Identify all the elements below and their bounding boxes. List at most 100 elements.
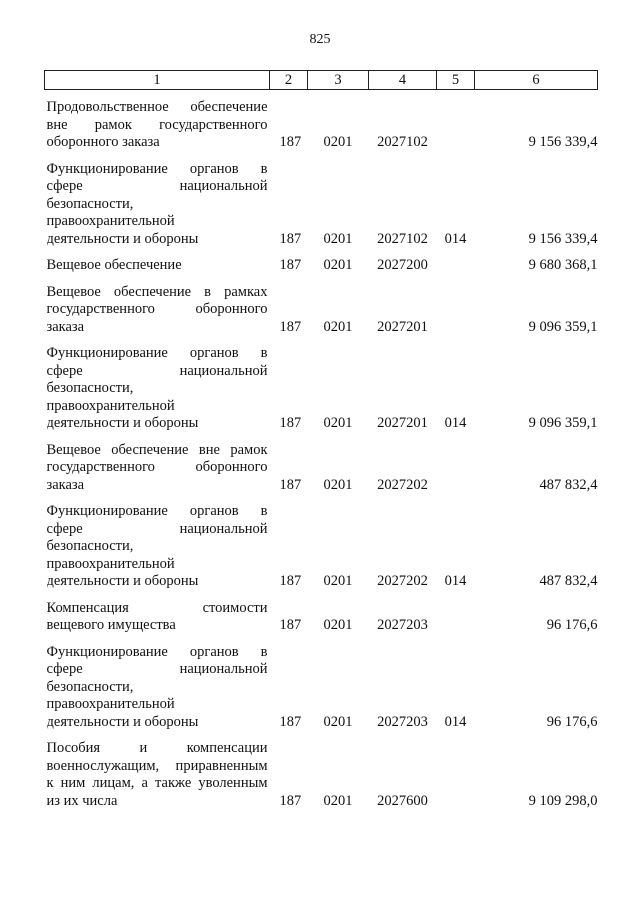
- header-cell-2: 2: [269, 70, 308, 90]
- row-col6: 9 096 359,1: [528, 415, 598, 431]
- row-col4: 2027102: [377, 134, 428, 150]
- row-col4: 2027600: [377, 792, 428, 809]
- description-line: сфере национальной: [46, 661, 268, 677]
- row-col3: 0201: [323, 134, 353, 150]
- row-col3: 0201: [323, 257, 353, 273]
- header-cell-1: 1: [44, 70, 270, 90]
- row-col6: 9 096 359,1: [528, 318, 598, 335]
- row-col3: 0201: [323, 476, 353, 493]
- description-line: деятельности и обороны: [46, 573, 199, 589]
- description-line: Вещевое обеспечение: [46, 257, 182, 273]
- table-row: Функционирование органов в сфере национал…: [45, 635, 598, 732]
- row-col5: [437, 275, 475, 337]
- table-row: Вещевое обеспечение вне рамок государстве…: [45, 433, 598, 495]
- description-line: вещевого имущества: [46, 617, 176, 633]
- table-body: Продовольственное обеспечение вне рамок г…: [45, 90, 598, 811]
- description-line: оборонного заказа: [46, 134, 160, 150]
- description-line: заказа: [46, 318, 85, 335]
- description-line: безопасности,: [46, 380, 134, 396]
- row-col3: 0201: [323, 713, 353, 730]
- row-col5: [437, 433, 475, 495]
- row-col4: 2027203: [377, 617, 428, 633]
- description-line: к ним лицам, а также уволенным: [46, 775, 268, 791]
- row-col5: [437, 731, 475, 810]
- description-line: государственного оборонного: [46, 459, 268, 475]
- row-col3: 0201: [323, 617, 353, 633]
- description-line: Вещевое обеспечение в рамках: [46, 283, 268, 300]
- row-col6: 9 109 298,0: [528, 792, 598, 809]
- description-line: Вещевое обеспечение вне рамок: [46, 441, 268, 458]
- row-col2: 187: [279, 230, 302, 247]
- description-line: сфере национальной: [46, 520, 268, 537]
- row-col4: 2027201: [377, 318, 428, 335]
- header-row: 1 2 3 4 5 6: [44, 70, 598, 90]
- row-col5: 014: [444, 415, 467, 431]
- row-description: Вещевое обеспечение вне рамок государстве…: [45, 433, 270, 495]
- description-line: правоохранительной: [46, 397, 175, 414]
- row-col4: 2027201: [377, 415, 428, 431]
- row-col5: 014: [444, 573, 467, 589]
- description-line: правоохранительной: [46, 555, 175, 572]
- table-row: Функционирование органов в сфере национал…: [45, 152, 598, 249]
- header-cell-4: 4: [368, 70, 437, 90]
- row-col3: 0201: [323, 792, 353, 809]
- row-col6: 487 832,4: [539, 573, 598, 589]
- description-line: деятельности и обороны: [46, 713, 199, 730]
- row-col6: 96 176,6: [546, 617, 598, 633]
- row-col6: 9 156 339,4: [528, 134, 598, 150]
- header-cell-5: 5: [436, 70, 475, 90]
- description-line: правоохранительной: [46, 696, 175, 712]
- description-line: деятельности и обороны: [46, 415, 199, 431]
- row-col4: 2027200: [377, 257, 428, 273]
- description-line: сфере национальной: [46, 362, 268, 379]
- description-line: Функционирование органов в: [46, 345, 268, 361]
- row-description: Вещевое обеспечение в рамках государствен…: [45, 275, 270, 337]
- row-col2: 187: [279, 792, 302, 809]
- row-col3: 0201: [323, 230, 353, 247]
- row-description: Продовольственное обеспечение вне рамок г…: [45, 90, 270, 152]
- row-col5: [437, 248, 475, 275]
- table-row: Функционирование органов в сфере национал…: [45, 336, 598, 433]
- description-line: Функционирование органов в: [46, 160, 268, 177]
- description-line: безопасности,: [46, 195, 134, 212]
- description-line: безопасности,: [46, 678, 134, 695]
- table-row: Функционирование органов в сфере национал…: [45, 494, 598, 591]
- row-col3: 0201: [323, 318, 353, 335]
- description-line: сфере национальной: [46, 178, 268, 194]
- row-col5: 014: [444, 713, 467, 730]
- description-line: государственного оборонного: [46, 301, 268, 317]
- row-col2: 187: [279, 713, 302, 730]
- row-description: Пособия и компенсации военнослужащим, при…: [45, 731, 270, 810]
- table-row: Пособия и компенсации военнослужащим, при…: [45, 731, 598, 810]
- header-cell-6: 6: [474, 70, 598, 90]
- description-line: Пособия и компенсации: [46, 740, 268, 756]
- row-col6: 9 156 339,4: [528, 230, 598, 247]
- row-col5: [437, 591, 475, 635]
- row-col6: 9 680 368,1: [528, 257, 598, 273]
- description-line: Компенсация стоимости: [46, 599, 268, 616]
- row-col6: 96 176,6: [546, 713, 598, 730]
- row-description: Функционирование органов в сфере национал…: [45, 635, 270, 732]
- row-col6: 487 832,4: [539, 476, 598, 493]
- description-line: Функционирование органов в: [46, 643, 268, 660]
- row-description: Функционирование органов в сфере национал…: [45, 152, 270, 249]
- description-line: Функционирование органов в: [46, 503, 268, 519]
- description-line: вне рамок государственного: [46, 116, 268, 133]
- row-col4: 2027202: [377, 476, 428, 493]
- row-col4: 2027102: [377, 230, 428, 247]
- budget-table: 1 2 3 4 5 6 Продовольственное обеспечени…: [44, 70, 598, 810]
- description-line: из их числа: [46, 792, 118, 809]
- row-col2: 187: [279, 134, 302, 150]
- table-row: Компенсация стоимости вещевого имущества 1…: [45, 591, 598, 635]
- row-col3: 0201: [323, 573, 353, 589]
- row-description: Вещевое обеспечение: [45, 248, 270, 275]
- row-col5: [437, 90, 475, 152]
- row-col4: 2027202: [377, 573, 428, 589]
- row-col2: 187: [279, 415, 302, 431]
- description-line: безопасности,: [46, 538, 134, 554]
- row-col2: 187: [279, 573, 302, 589]
- row-col2: 187: [279, 257, 302, 273]
- table-row: Вещевое обеспечение в рамках государствен…: [45, 275, 598, 337]
- page-number: 825: [309, 32, 331, 47]
- table-row: Вещевое обеспечение 187 0201 2027200 9 680 3…: [45, 248, 598, 275]
